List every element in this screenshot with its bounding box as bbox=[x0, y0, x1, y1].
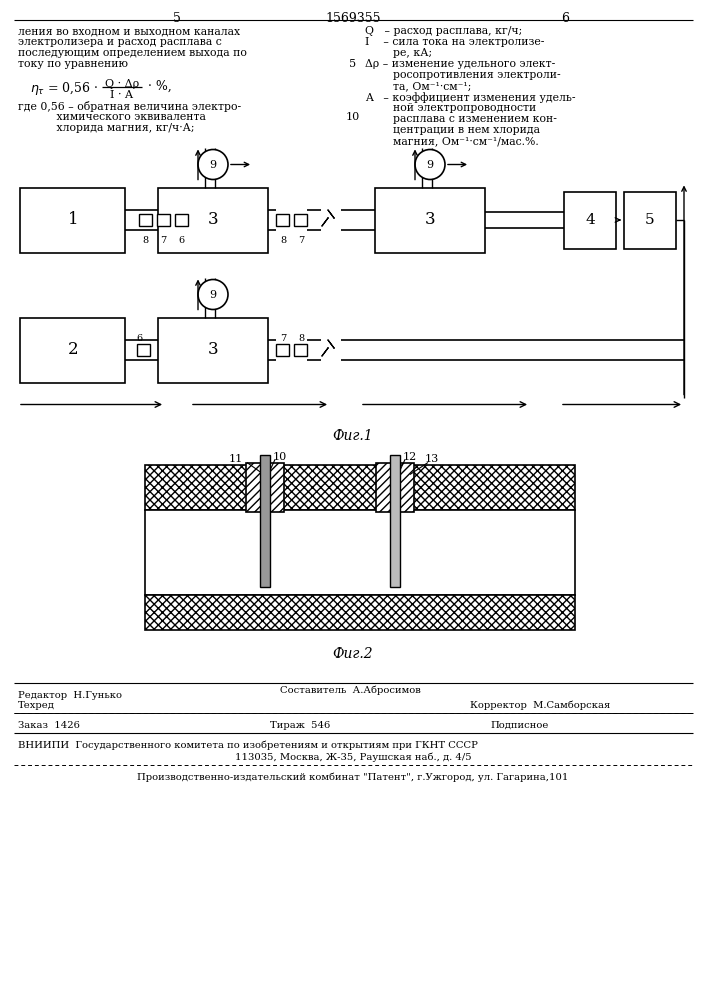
Text: Заказ  1426: Заказ 1426 bbox=[18, 720, 80, 730]
Text: ной электропроводности: ной электропроводности bbox=[365, 103, 536, 113]
Text: I    – сила тока на электролизе-: I – сила тока на электролизе- bbox=[365, 37, 544, 47]
Bar bbox=[145, 464, 575, 510]
Bar bbox=[376, 462, 414, 512]
Text: Δρ – изменение удельного элект-: Δρ – изменение удельного элект- bbox=[365, 59, 555, 69]
Text: 6: 6 bbox=[561, 12, 569, 25]
Text: Составитель  А.Абросимов: Составитель А.Абросимов bbox=[280, 686, 421, 695]
Bar bbox=[276, 344, 289, 356]
Text: Подписное: Подписное bbox=[490, 720, 549, 730]
Text: Q · Δρ: Q · Δρ bbox=[105, 79, 139, 89]
Text: хлорида магния, кг/ч·А;: хлорида магния, кг/ч·А; bbox=[18, 123, 194, 133]
Text: 8: 8 bbox=[142, 236, 148, 245]
Text: 9: 9 bbox=[426, 159, 433, 169]
Text: 3: 3 bbox=[208, 212, 218, 229]
Bar bbox=[295, 214, 308, 226]
Text: электролизера и расход расплава с: электролизера и расход расплава с bbox=[18, 37, 222, 47]
Text: 6: 6 bbox=[136, 334, 143, 343]
Bar bbox=[624, 192, 676, 248]
Text: Q   – расход расплава, кг/ч;: Q – расход расплава, кг/ч; bbox=[365, 26, 522, 36]
Text: 9: 9 bbox=[209, 290, 216, 300]
Text: 7: 7 bbox=[298, 236, 304, 245]
Text: Техред: Техред bbox=[18, 700, 55, 710]
Bar bbox=[246, 462, 284, 512]
Text: A   – коэффициент изменения удель-: A – коэффициент изменения удель- bbox=[365, 92, 575, 103]
Bar bbox=[157, 214, 170, 226]
Bar bbox=[158, 188, 268, 252]
Circle shape bbox=[415, 149, 445, 180]
Text: последующим определением выхода по: последующим определением выхода по bbox=[18, 48, 247, 58]
Bar bbox=[145, 594, 575, 630]
Text: 2: 2 bbox=[68, 342, 78, 359]
Text: 9: 9 bbox=[209, 159, 216, 169]
Bar bbox=[145, 510, 575, 594]
Text: магния, Ом⁻¹·см⁻¹/мас.%.: магния, Ом⁻¹·см⁻¹/мас.%. bbox=[365, 136, 539, 146]
Text: 5: 5 bbox=[173, 12, 181, 25]
Bar bbox=[390, 454, 400, 586]
Text: Фиг.1: Фиг.1 bbox=[333, 430, 373, 444]
Text: росопротивления электроли-: росопротивления электроли- bbox=[365, 70, 561, 80]
Text: 10: 10 bbox=[346, 112, 360, 122]
Text: 6: 6 bbox=[178, 236, 185, 245]
Bar bbox=[21, 188, 126, 252]
Text: 11: 11 bbox=[229, 454, 243, 464]
Text: Фиг.2: Фиг.2 bbox=[333, 648, 373, 662]
Text: ре, кА;: ре, кА; bbox=[365, 48, 432, 58]
Text: химического эквивалента: химического эквивалента bbox=[18, 112, 206, 122]
Bar bbox=[295, 344, 308, 356]
Text: Производственно-издательский комбинат "Патент", г.Ужгород, ул. Гагарина,101: Производственно-издательский комбинат "П… bbox=[137, 772, 568, 782]
Text: 7: 7 bbox=[160, 236, 167, 245]
Bar bbox=[158, 318, 268, 382]
Text: 8: 8 bbox=[280, 236, 286, 245]
Text: 13: 13 bbox=[425, 454, 439, 464]
Circle shape bbox=[198, 149, 228, 180]
Text: та, Ом⁻¹·см⁻¹;: та, Ом⁻¹·см⁻¹; bbox=[365, 81, 472, 91]
Text: току по уравнению: току по уравнению bbox=[18, 59, 128, 69]
Text: центрации в нем хлорида: центрации в нем хлорида bbox=[365, 125, 540, 135]
Bar bbox=[137, 344, 150, 356]
Text: 1569355: 1569355 bbox=[325, 12, 381, 25]
Text: Корректор  М.Самборская: Корректор М.Самборская bbox=[470, 700, 610, 710]
Text: 12: 12 bbox=[403, 452, 417, 462]
Circle shape bbox=[198, 279, 228, 310]
Text: 3: 3 bbox=[208, 342, 218, 359]
Text: 5: 5 bbox=[645, 213, 655, 227]
Text: 5: 5 bbox=[349, 59, 356, 69]
Text: 7: 7 bbox=[280, 334, 286, 343]
Text: 8: 8 bbox=[298, 334, 304, 343]
Text: $\eta_\tau$ = 0,56 ·: $\eta_\tau$ = 0,56 · bbox=[30, 80, 98, 97]
Text: I · A: I · A bbox=[110, 90, 134, 100]
Bar bbox=[260, 454, 270, 586]
Bar bbox=[276, 214, 289, 226]
Bar bbox=[139, 214, 152, 226]
Bar bbox=[21, 318, 126, 382]
Text: ления во входном и выходном каналах: ления во входном и выходном каналах bbox=[18, 26, 240, 36]
Text: 113035, Москва, Ж-35, Раушская наб., д. 4/5: 113035, Москва, Ж-35, Раушская наб., д. … bbox=[235, 752, 472, 762]
Bar bbox=[375, 188, 485, 252]
Bar bbox=[175, 214, 188, 226]
Text: 3: 3 bbox=[425, 212, 436, 229]
Text: 4: 4 bbox=[585, 213, 595, 227]
Text: расплава с изменением кон-: расплава с изменением кон- bbox=[365, 114, 557, 124]
Text: 10: 10 bbox=[273, 452, 287, 462]
Bar bbox=[564, 192, 616, 248]
Text: 1: 1 bbox=[68, 212, 78, 229]
Text: Тираж  546: Тираж 546 bbox=[270, 720, 330, 730]
Text: · %,: · %, bbox=[148, 80, 172, 93]
Text: ВНИИПИ  Государственного комитета по изобретениям и открытиям при ГКНТ СССР: ВНИИПИ Государственного комитета по изоб… bbox=[18, 740, 478, 750]
Text: Редактор  Н.Гунько: Редактор Н.Гунько bbox=[18, 690, 122, 700]
Text: где 0,56 – обратная величина электро-: где 0,56 – обратная величина электро- bbox=[18, 101, 241, 112]
